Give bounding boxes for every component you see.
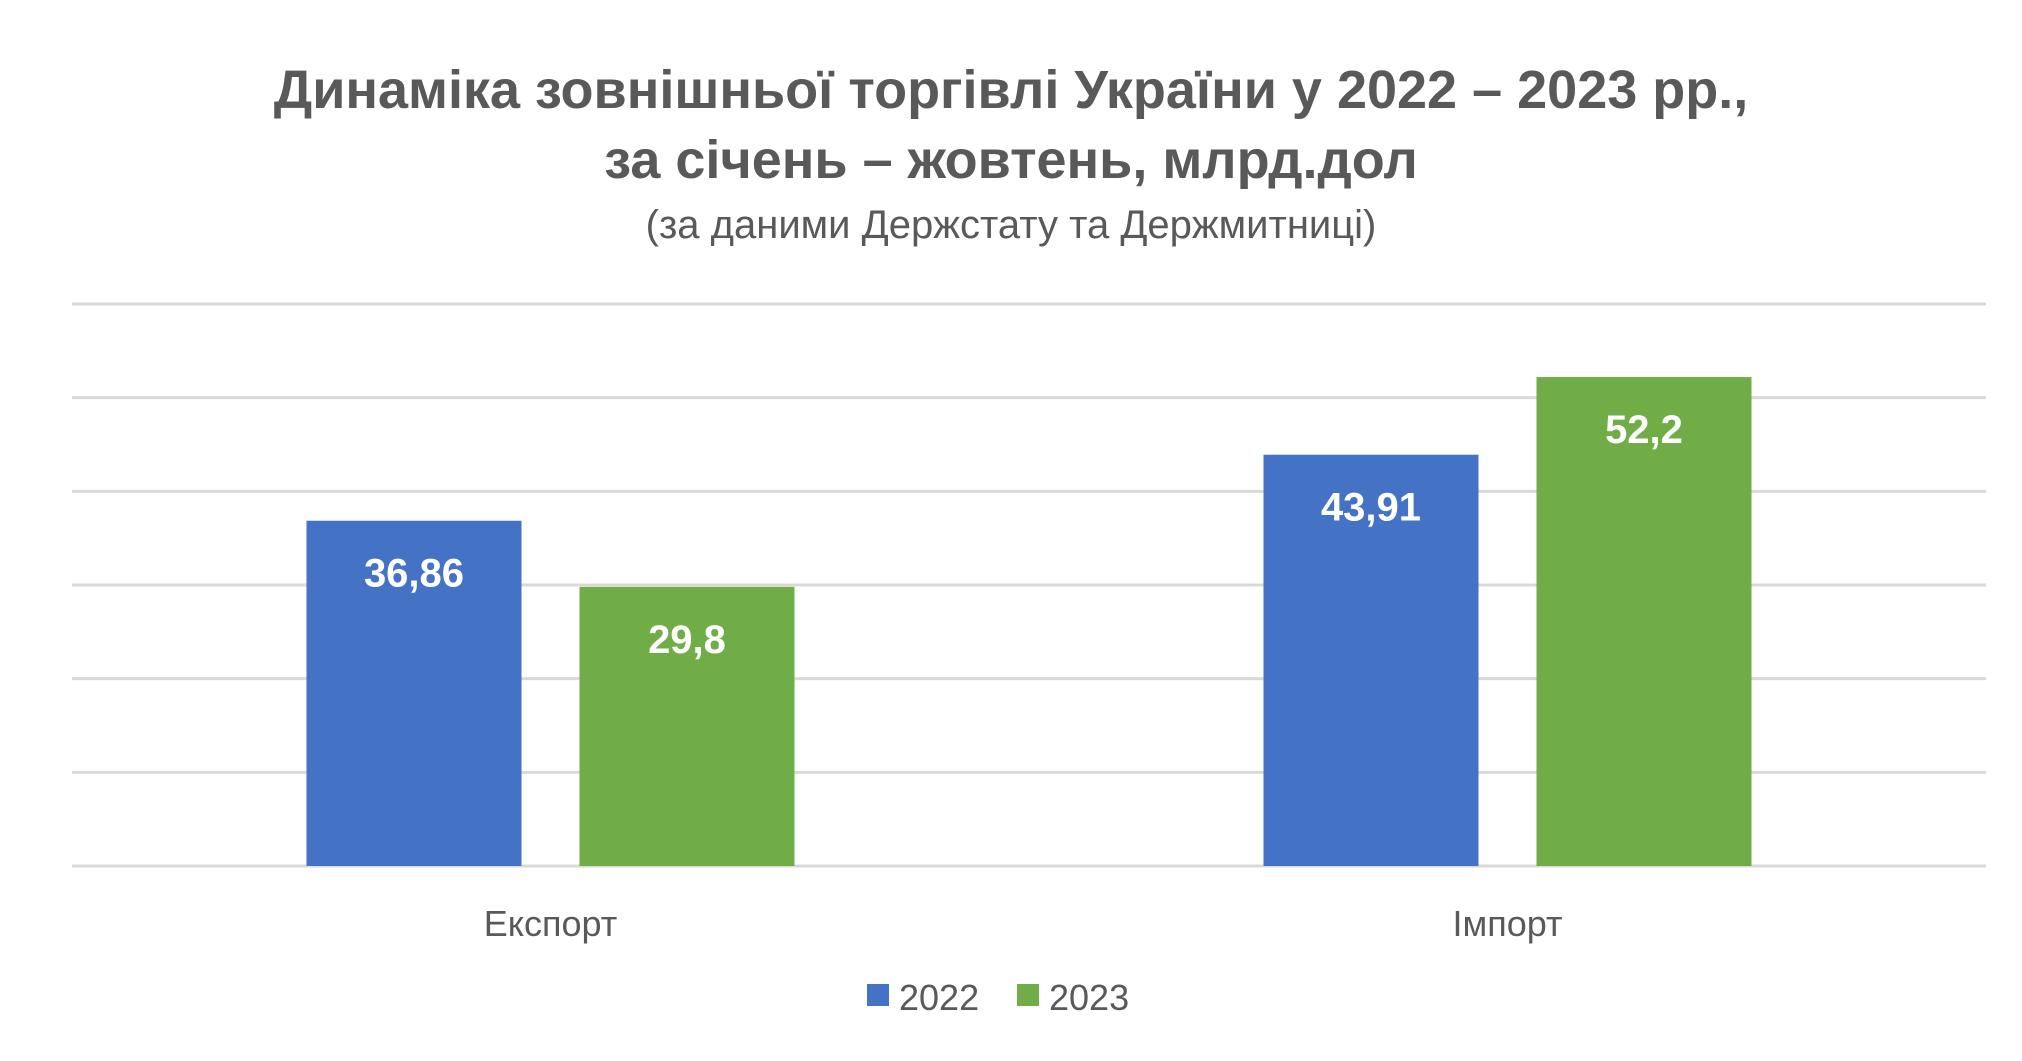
bar-2023-1: [1536, 377, 1752, 866]
data-label-2022-0: 36,86: [364, 552, 464, 596]
category-label-1: Імпорт: [1453, 903, 1563, 944]
data-labels: 36,86 29,8 43,91 52,2: [364, 408, 1683, 662]
data-label-2022-1: 43,91: [1321, 486, 1421, 530]
legend-label-2022: 2022: [899, 977, 979, 1018]
bars: [306, 377, 1752, 866]
legend-swatch-2023: [1017, 984, 1039, 1006]
legend-swatch-2022: [867, 984, 889, 1006]
bar-2023-0: [579, 586, 795, 866]
chart-subtitle: (за даними Держстату та Держмитниці): [646, 203, 1377, 247]
category-labels: Експорт Імпорт: [484, 903, 1563, 944]
chart-title-line-2: за січень – жовтень, млрд.дол: [604, 130, 1418, 190]
data-label-2023-1: 52,2: [1605, 408, 1683, 452]
bar-2022-1: [1263, 454, 1479, 866]
category-label-0: Експорт: [484, 903, 617, 944]
chart-title-line-1: Динаміка зовнішньої торгівлі України у 2…: [274, 60, 1749, 120]
bar-2022-0: [306, 520, 522, 866]
legend-label-2023: 2023: [1049, 977, 1129, 1018]
data-label-2023-0: 29,8: [648, 618, 726, 662]
legend: 2022 2023: [867, 977, 1129, 1018]
